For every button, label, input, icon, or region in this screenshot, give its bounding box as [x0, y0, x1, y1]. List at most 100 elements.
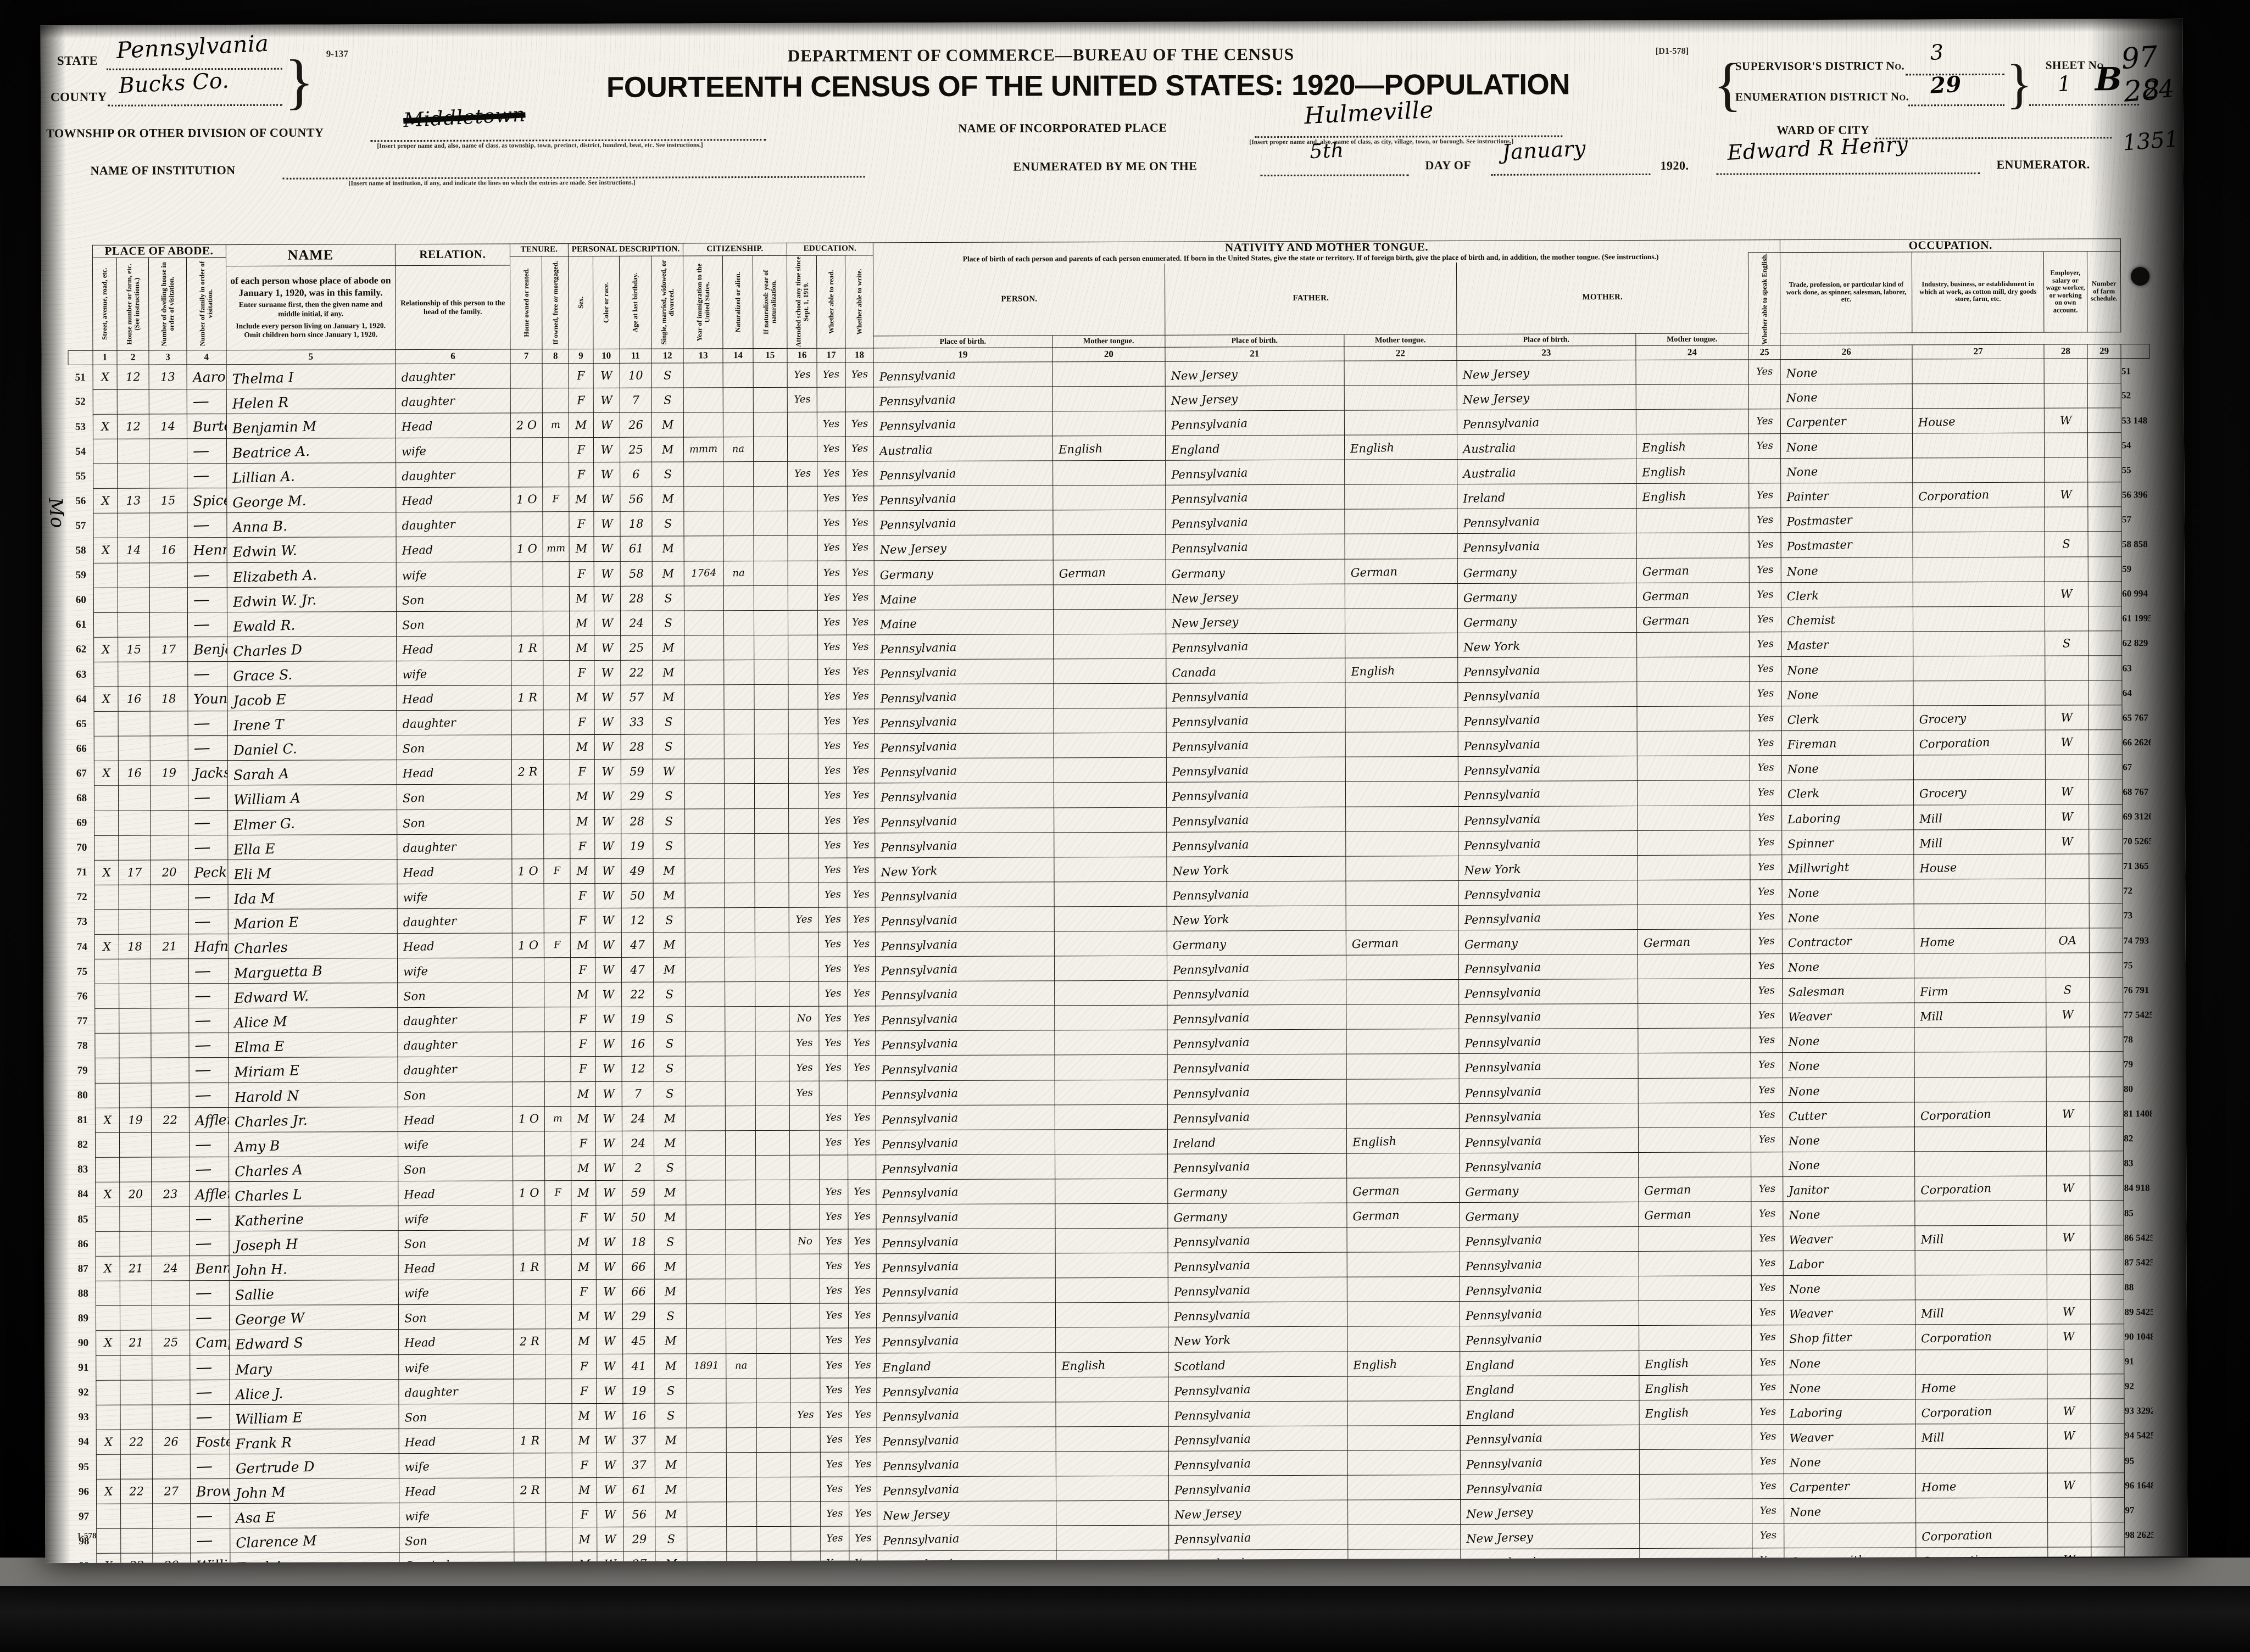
cell-natz[interactable] — [725, 1006, 755, 1032]
cell-mpob[interactable]: Pennsylvania — [1458, 731, 1637, 757]
cell-tenure2[interactable] — [545, 1477, 572, 1503]
cell-mt[interactable] — [1053, 757, 1167, 783]
cell-mpob[interactable]: Pennsylvania — [1460, 1301, 1639, 1327]
cell-street[interactable]: X — [96, 1479, 121, 1504]
cell-tenure2[interactable] — [544, 883, 571, 908]
cell-surname[interactable]: — — [190, 1503, 230, 1529]
cell-surname[interactable]: Young — [187, 686, 227, 711]
cell-sex[interactable]: F — [569, 511, 594, 537]
cell-immig[interactable] — [686, 1279, 726, 1304]
cell-dwell[interactable] — [149, 438, 187, 464]
cell-age[interactable]: 25 — [620, 635, 653, 661]
cell-school[interactable] — [790, 1303, 820, 1329]
cell-mmt[interactable]: English — [1636, 459, 1749, 484]
cell-english[interactable]: Yes — [1751, 1325, 1784, 1350]
cell-mt[interactable] — [1052, 361, 1166, 387]
cell-mpob[interactable]: Pennsylvania — [1459, 1053, 1638, 1079]
cell-age[interactable]: 29 — [622, 1304, 655, 1329]
cell-occ[interactable]: None — [1781, 656, 1914, 682]
cell-mmt[interactable] — [1639, 1449, 1752, 1475]
cell-natz[interactable] — [726, 1526, 757, 1552]
cell-dwell[interactable]: 19 — [150, 761, 188, 786]
cell-dwell[interactable]: 23 — [152, 1181, 190, 1207]
cell-read[interactable]: Yes — [819, 1105, 848, 1130]
cell-emp[interactable]: W — [2047, 1324, 2091, 1349]
cell-mpob[interactable]: Pennsylvania — [1458, 706, 1637, 732]
cell-english[interactable]: Yes — [1751, 1127, 1783, 1152]
cell-natz[interactable] — [725, 907, 755, 933]
cell-relation[interactable]: daughter — [397, 1007, 513, 1032]
cell-dwell[interactable] — [151, 909, 189, 934]
cell-farm[interactable] — [2089, 952, 2123, 978]
cell-relation[interactable]: daughter — [396, 363, 511, 389]
cell-race[interactable]: W — [595, 1106, 622, 1131]
cell-mpob[interactable]: New Jersey — [1457, 360, 1636, 386]
cell-immig[interactable] — [686, 1304, 726, 1329]
cell-pob[interactable]: Pennsylvania — [875, 1006, 1055, 1031]
cell-race[interactable]: W — [593, 412, 620, 438]
cell-school[interactable] — [787, 412, 817, 437]
cell-given[interactable]: Ida M — [227, 884, 398, 909]
cell-relation[interactable]: wife — [398, 1354, 514, 1380]
cell-street[interactable] — [95, 1207, 120, 1232]
cell-tenure2[interactable] — [543, 685, 570, 710]
cell-house[interactable] — [118, 835, 151, 860]
cell-marital[interactable]: S — [654, 1403, 687, 1428]
cell-fpob[interactable]: Pennsylvania — [1166, 707, 1345, 733]
cell-read[interactable]: Yes — [820, 1254, 849, 1279]
cell-english[interactable]: Yes — [1750, 1028, 1783, 1053]
cell-marital[interactable]: M — [654, 1254, 687, 1280]
cell-sex[interactable]: M — [569, 536, 594, 562]
cell-house[interactable] — [120, 1528, 153, 1554]
cell-dwell[interactable]: 26 — [152, 1429, 191, 1454]
cell-street[interactable] — [94, 1033, 120, 1058]
cell-dwell[interactable] — [152, 1231, 190, 1257]
cell-race[interactable]: W — [593, 363, 620, 388]
cell-age[interactable]: 41 — [622, 1353, 655, 1378]
cell-mmt[interactable] — [1638, 1053, 1751, 1079]
cell-marital[interactable]: M — [655, 1427, 687, 1453]
cell-mmt[interactable]: German — [1636, 582, 1750, 608]
cell-fmt[interactable] — [1345, 831, 1458, 856]
cell-ind[interactable] — [1913, 606, 2045, 632]
cell-marital[interactable]: S — [654, 1378, 687, 1403]
cell-farm[interactable] — [2088, 705, 2123, 730]
cell-age[interactable]: 28 — [621, 808, 653, 834]
cell-street[interactable] — [93, 662, 118, 687]
cell-natz[interactable] — [724, 833, 755, 858]
cell-race[interactable]: W — [593, 561, 621, 587]
cell-pob[interactable]: Pennsylvania — [876, 1055, 1055, 1081]
cell-given[interactable]: Ewald R. — [227, 611, 397, 637]
cell-tenure2[interactable] — [542, 388, 569, 413]
cell-read[interactable]: Yes — [818, 857, 847, 883]
cell-mpob[interactable]: Germany — [1457, 558, 1636, 584]
cell-marital[interactable]: S — [652, 610, 684, 635]
cell-immig[interactable] — [686, 1130, 726, 1156]
cell-street[interactable] — [96, 1355, 120, 1381]
cell-mpob[interactable]: Pennsylvania — [1457, 409, 1636, 435]
cell-farm[interactable] — [2087, 383, 2121, 408]
cell-fpob[interactable]: Pennsylvania — [1167, 1153, 1347, 1179]
cell-english[interactable] — [1748, 458, 1781, 484]
cell-age[interactable]: 6 — [620, 462, 652, 487]
cell-write[interactable]: Yes — [845, 436, 874, 462]
cell-school[interactable]: No — [789, 1006, 820, 1031]
cell-relation[interactable]: Son — [398, 1304, 514, 1330]
cell-relation[interactable]: Son — [397, 784, 512, 810]
cell-immig[interactable] — [686, 1329, 726, 1354]
cell-farm[interactable] — [2091, 1497, 2125, 1523]
cell-mmt[interactable]: English — [1636, 433, 1749, 459]
cell-pob[interactable]: Pennsylvania — [875, 956, 1055, 982]
cell-dwell[interactable] — [149, 513, 187, 538]
cell-natz[interactable] — [725, 1130, 756, 1156]
cell-emp[interactable] — [2044, 457, 2088, 483]
cell-sex[interactable]: F — [571, 1205, 596, 1230]
cell-pob[interactable]: Pennsylvania — [876, 1154, 1055, 1180]
cell-immig[interactable] — [684, 709, 725, 735]
cell-dwell[interactable]: 17 — [149, 637, 188, 662]
cell-fpob[interactable]: Pennsylvania — [1167, 980, 1346, 1006]
cell-sex[interactable]: M — [569, 412, 594, 438]
cell-immig[interactable]: mmm — [683, 437, 723, 462]
cell-occ[interactable]: Postmaster — [1781, 532, 1913, 558]
cell-dwell[interactable] — [152, 1206, 190, 1232]
